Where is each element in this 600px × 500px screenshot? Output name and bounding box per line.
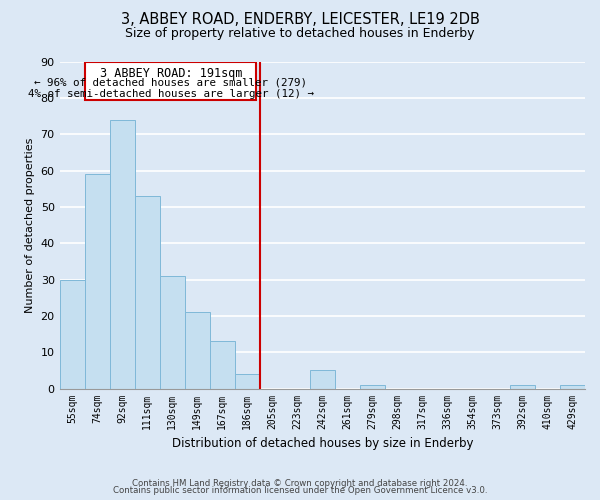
Bar <box>185 312 209 388</box>
Text: Contains public sector information licensed under the Open Government Licence v3: Contains public sector information licen… <box>113 486 487 495</box>
Text: Contains HM Land Registry data © Crown copyright and database right 2024.: Contains HM Land Registry data © Crown c… <box>132 478 468 488</box>
Y-axis label: Number of detached properties: Number of detached properties <box>25 138 35 312</box>
Bar <box>85 62 256 100</box>
Bar <box>360 385 385 388</box>
Bar <box>209 342 235 388</box>
Bar <box>110 120 134 388</box>
Bar <box>160 276 185 388</box>
Bar <box>310 370 335 388</box>
Bar <box>235 374 260 388</box>
Text: Size of property relative to detached houses in Enderby: Size of property relative to detached ho… <box>125 28 475 40</box>
Bar <box>85 174 110 388</box>
X-axis label: Distribution of detached houses by size in Enderby: Distribution of detached houses by size … <box>172 437 473 450</box>
Bar <box>510 385 535 388</box>
Text: ← 96% of detached houses are smaller (279): ← 96% of detached houses are smaller (27… <box>34 78 307 88</box>
Text: 4% of semi-detached houses are larger (12) →: 4% of semi-detached houses are larger (1… <box>28 89 314 99</box>
Text: 3 ABBEY ROAD: 191sqm: 3 ABBEY ROAD: 191sqm <box>100 67 242 80</box>
Bar <box>134 196 160 388</box>
Bar <box>59 280 85 388</box>
Text: 3, ABBEY ROAD, ENDERBY, LEICESTER, LE19 2DB: 3, ABBEY ROAD, ENDERBY, LEICESTER, LE19 … <box>121 12 479 28</box>
Bar <box>560 385 585 388</box>
